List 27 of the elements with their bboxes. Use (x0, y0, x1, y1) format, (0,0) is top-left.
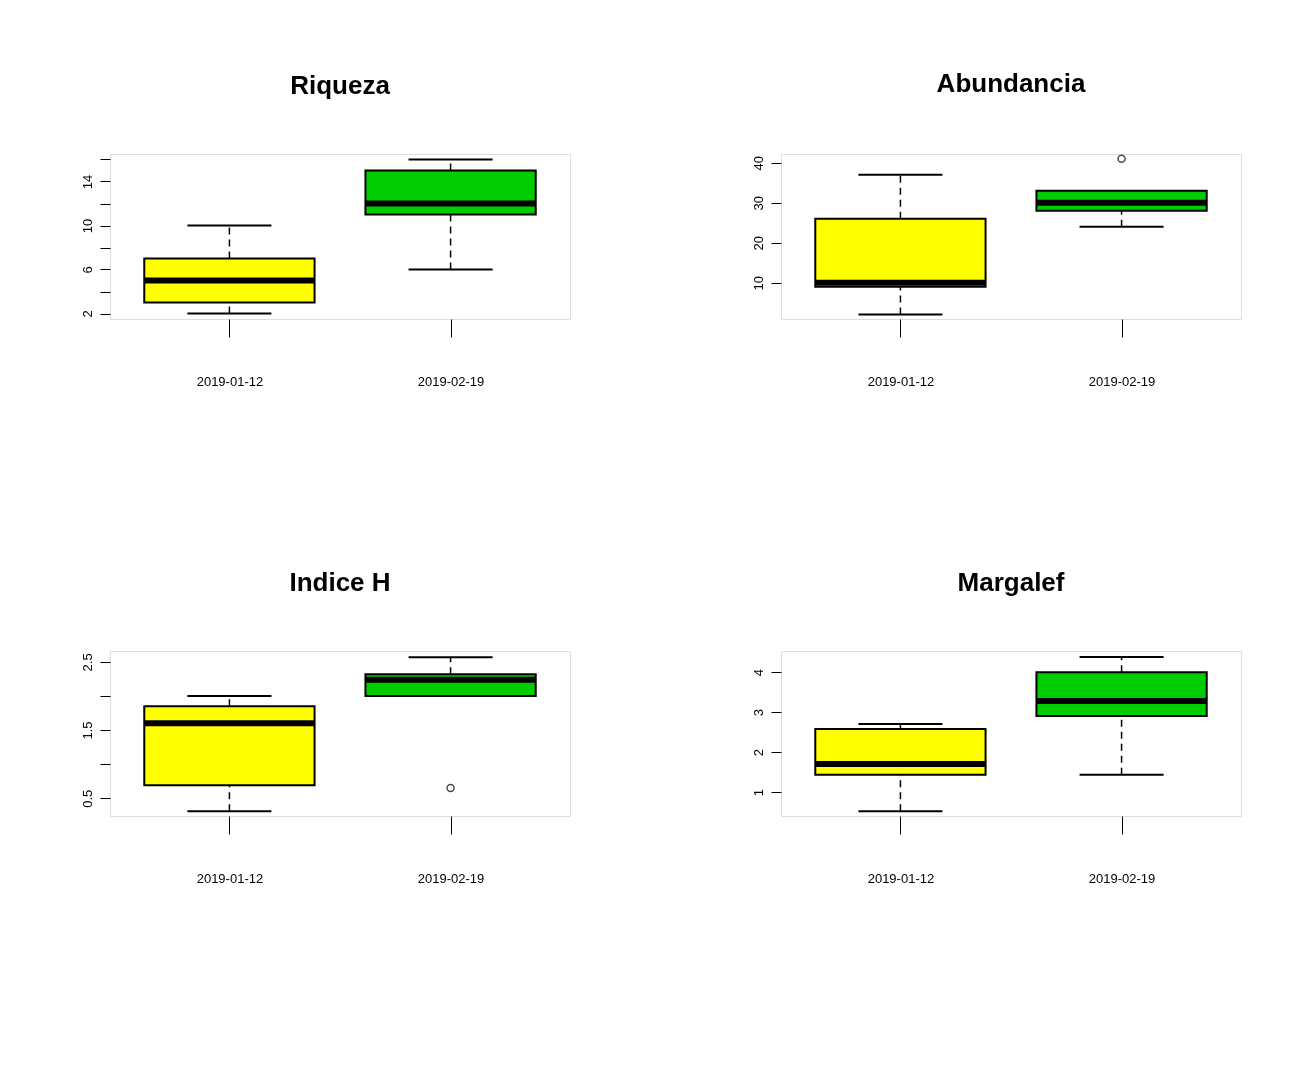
y-tick-label: 14 (79, 174, 95, 190)
y-tick-label: 30 (750, 196, 766, 211)
y-tick-label: 1.5 (79, 721, 95, 740)
x-tick-label: 2019-02-19 (417, 373, 485, 389)
chart-title: Indice H (289, 567, 391, 597)
y-tick-label: 0.5 (79, 789, 95, 808)
chart-title: Margalef (957, 567, 1065, 597)
x-tick-label: 2019-02-19 (417, 870, 485, 886)
chart-title: Abundancia (936, 68, 1086, 99)
y-tick-label: 2 (79, 310, 95, 318)
y-tick-label: 20 (750, 235, 766, 251)
y-tick-label: 10 (750, 275, 766, 291)
y-tick-label: 10 (79, 218, 95, 234)
chart-title: Riqueza (290, 70, 391, 100)
y-tick-label: 6 (79, 266, 95, 274)
y-tick-label: 3 (750, 709, 766, 717)
y-tick-label: 4 (750, 669, 766, 677)
y-tick-label: 2 (750, 748, 766, 757)
y-tick-label: 2.5 (79, 653, 95, 672)
y-tick-label: 1 (750, 788, 766, 797)
x-tick-label: 2019-02-19 (1088, 373, 1156, 389)
x-tick-label: 2019-01-12 (867, 870, 935, 886)
x-tick-label: 2019-01-12 (196, 870, 264, 886)
x-tick-label: 2019-02-19 (1088, 870, 1156, 886)
x-tick-label: 2019-01-12 (196, 373, 264, 389)
y-tick-label: 40 (750, 156, 766, 171)
x-tick-label: 2019-01-12 (867, 373, 935, 389)
